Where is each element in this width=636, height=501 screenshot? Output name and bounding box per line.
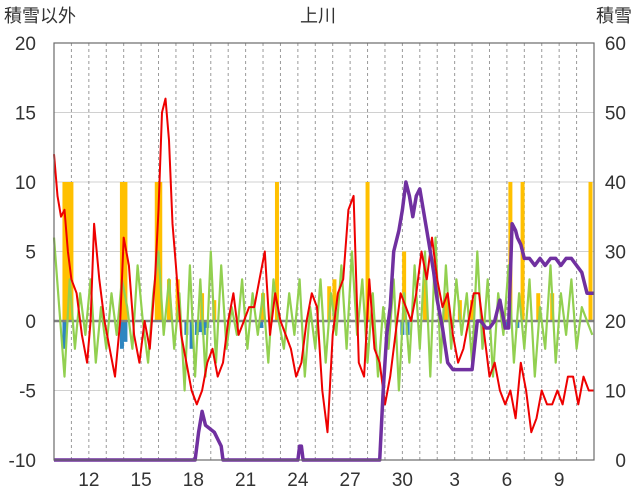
x-tick: 18 xyxy=(183,470,204,491)
y-tick-right: 10 xyxy=(605,382,626,403)
x-tick: 30 xyxy=(392,470,413,491)
precip-bar xyxy=(423,279,428,321)
plot-frame xyxy=(53,42,595,461)
precip-bar xyxy=(365,182,370,321)
y-tick-right: 30 xyxy=(605,243,626,264)
y-tick-left: -10 xyxy=(9,451,36,472)
series-lines xyxy=(52,97,594,462)
precip-bar xyxy=(62,182,67,321)
precip-bar xyxy=(158,182,163,321)
precip-bar xyxy=(274,182,279,321)
x-tick: 24 xyxy=(287,470,309,491)
y-tick-right: 60 xyxy=(605,34,626,55)
snowfall-bar xyxy=(123,321,128,342)
precip-bar xyxy=(332,279,337,321)
x-tick: 27 xyxy=(340,470,361,491)
x-tick: 21 xyxy=(235,470,256,491)
y-tick-left: -5 xyxy=(19,382,36,403)
y-tick-left: 0 xyxy=(25,312,36,333)
left-axis-label: 積雪以外 xyxy=(4,6,76,27)
y-tick-left: 15 xyxy=(15,104,36,125)
snowfall-bar xyxy=(198,321,203,333)
snowfall-bar xyxy=(62,321,67,349)
x-tick: 9 xyxy=(554,470,565,491)
precip-bar xyxy=(119,182,124,321)
precip-bar xyxy=(443,293,448,321)
y-tick-right: 40 xyxy=(605,173,626,194)
snowfall-bar xyxy=(189,321,194,349)
x-tick: 12 xyxy=(78,470,99,491)
precip-bar xyxy=(166,279,171,321)
precip-bar xyxy=(470,300,475,321)
y-tick-right: 20 xyxy=(605,312,626,333)
x-tick: 3 xyxy=(449,470,460,491)
snowfall-bar xyxy=(119,321,124,349)
y-tick-left: 10 xyxy=(15,173,36,194)
y-tick-left: 5 xyxy=(25,243,36,264)
x-tick: 15 xyxy=(131,470,152,491)
y-tick-left: 20 xyxy=(15,34,36,55)
y-tick-right: 0 xyxy=(615,451,626,472)
axes xyxy=(53,42,595,461)
tick-labels: -10 -5 0 5 10 15 20 0 10 20 30 40 50 60 12 15 18 21 24 27 30… xyxy=(9,34,626,491)
series-line-temp-red xyxy=(53,97,594,434)
right-axis-label: 積雪 xyxy=(596,6,632,27)
snowfall-bar xyxy=(259,321,264,328)
x-tick: 6 xyxy=(502,470,513,491)
chart-title: 上川 xyxy=(300,6,336,27)
precip-bar xyxy=(536,293,541,321)
series-line-snow-depth xyxy=(54,180,594,462)
precip-bar xyxy=(402,251,407,321)
snowfall-bar xyxy=(504,321,509,328)
y-tick-right: 50 xyxy=(605,104,626,125)
precip-bar xyxy=(588,182,593,321)
precip-bar xyxy=(69,182,74,321)
